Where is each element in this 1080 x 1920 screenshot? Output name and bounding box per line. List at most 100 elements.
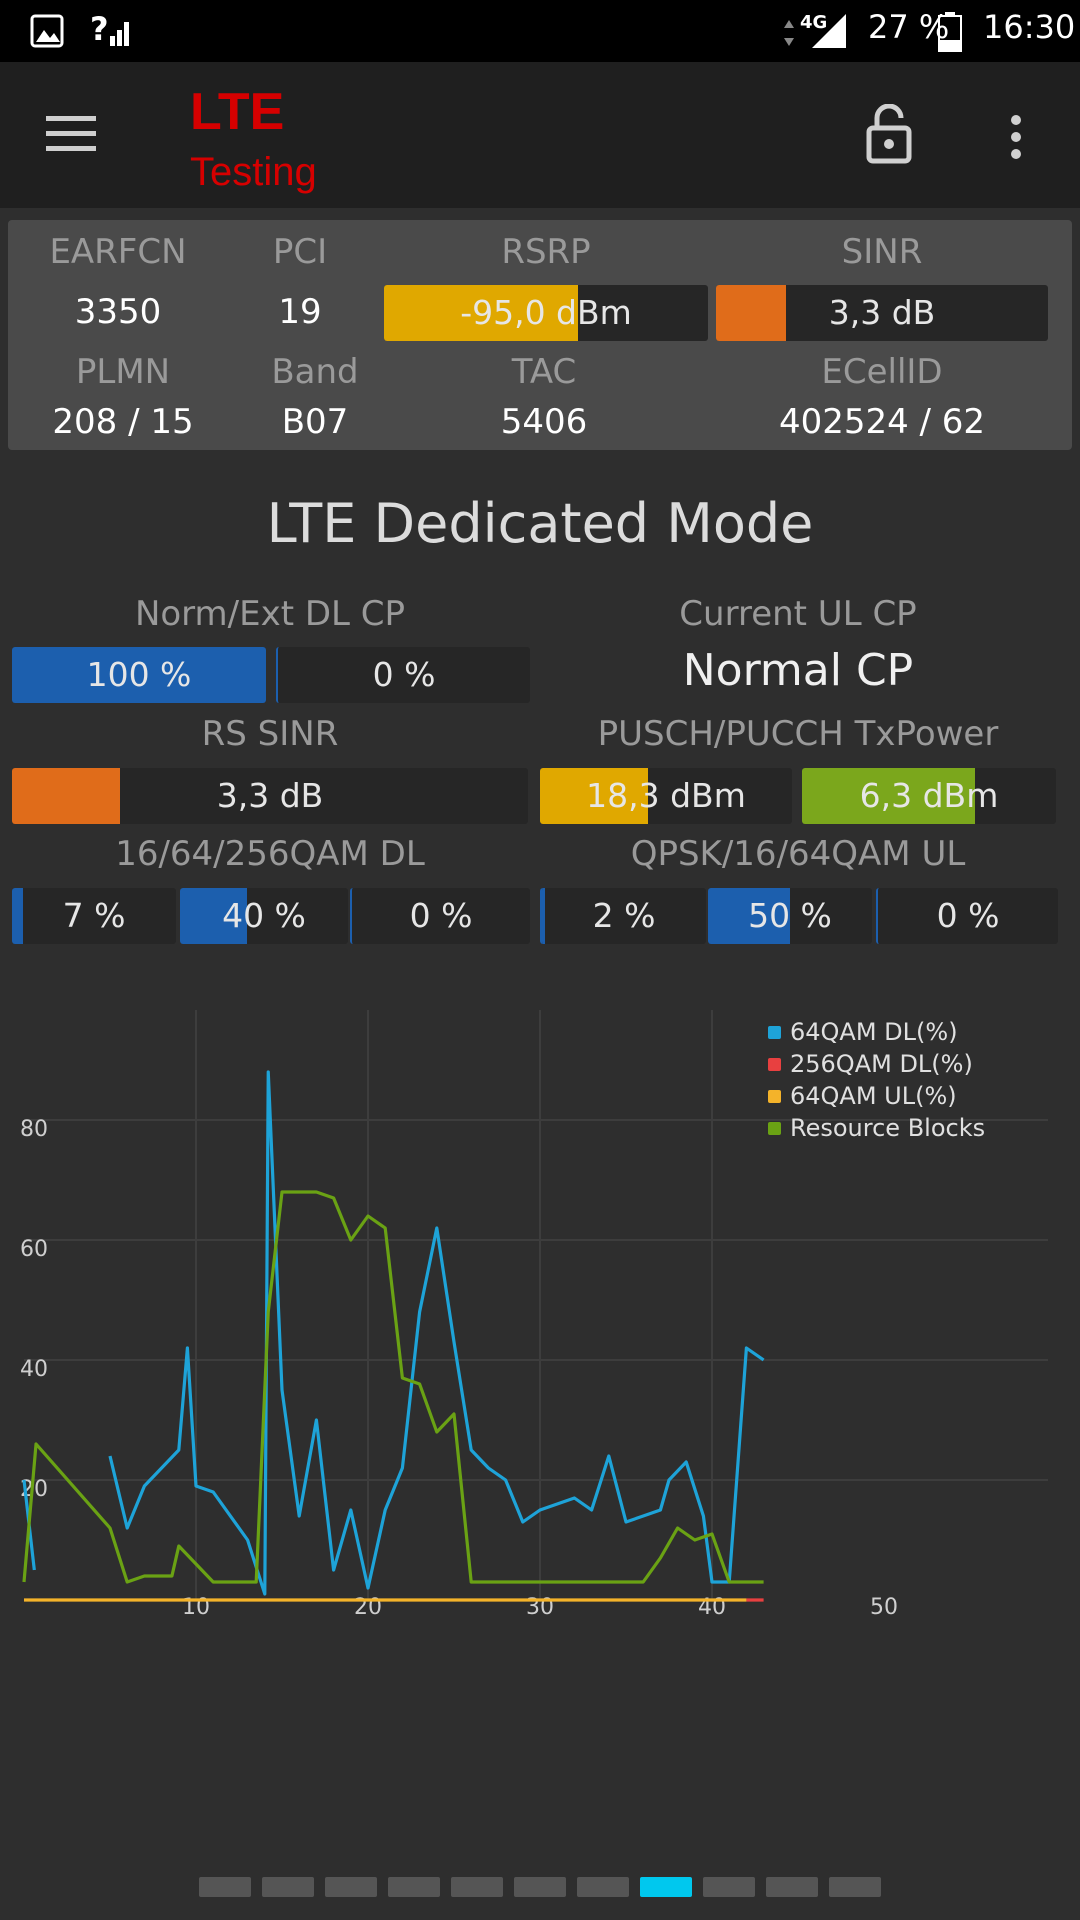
mode-title: LTE Dedicated Mode bbox=[266, 492, 814, 555]
page-dot[interactable] bbox=[514, 1877, 566, 1897]
qam-dl-16-bar: 7 % bbox=[12, 888, 176, 944]
qam-ul-16-value: 50 % bbox=[748, 896, 832, 935]
rs-sinr-label: RS SINR bbox=[201, 714, 339, 754]
sinr-bar-fill bbox=[716, 285, 786, 341]
tac-label: TAC bbox=[511, 352, 577, 392]
sinr-bar: 3,3 dB bbox=[716, 285, 1048, 341]
qam-dl-256-bar: 0 % bbox=[350, 888, 530, 944]
pucch-power-fill bbox=[802, 768, 975, 824]
ecellid-value: 402524 / 62 bbox=[778, 402, 986, 442]
rsrp-bar: -95,0 dBm bbox=[384, 285, 708, 341]
x-tick-label: 50 bbox=[870, 1595, 898, 1620]
legend-swatch bbox=[768, 1090, 781, 1103]
dl-cp-extended-value: 0 % bbox=[372, 655, 436, 694]
dl-cp-extended-bar: 0 % bbox=[276, 647, 530, 703]
legend-swatch bbox=[768, 1122, 781, 1135]
legend-swatch bbox=[768, 1026, 781, 1039]
pusch-power-fill bbox=[540, 768, 649, 824]
legend-item: 64QAM DL(%) bbox=[766, 1016, 985, 1048]
page-dot[interactable] bbox=[325, 1877, 377, 1897]
dl-cp-normal-value: 100 % bbox=[86, 655, 192, 694]
ul-cp-label: Current UL CP bbox=[679, 594, 917, 634]
sinr-label: SINR bbox=[841, 232, 923, 272]
page-dot[interactable] bbox=[766, 1877, 818, 1897]
tac-value: 5406 bbox=[500, 402, 588, 442]
page-dot[interactable] bbox=[388, 1877, 440, 1897]
qam-dl-64-fill bbox=[180, 888, 248, 944]
rs-sinr-value: 3,3 dB bbox=[216, 776, 324, 815]
series-line-0 bbox=[108, 1070, 765, 1596]
page-dot-active[interactable] bbox=[640, 1877, 692, 1897]
rsrp-label: RSRP bbox=[501, 232, 591, 272]
ecellid-label: ECellID bbox=[821, 352, 943, 392]
app-title: LTE bbox=[190, 83, 285, 141]
legend-label: Resource Blocks bbox=[790, 1114, 986, 1142]
data-arrows-icon bbox=[784, 20, 794, 46]
pucch-power-value: 6,3 dBm bbox=[859, 776, 999, 815]
pusch-power-bar: 18,3 dBm bbox=[540, 768, 792, 824]
y-tick-label: 40 bbox=[20, 1357, 48, 1382]
app-subtitle: Testing bbox=[190, 150, 317, 194]
y-tick-label: 60 bbox=[20, 1237, 48, 1262]
qam-ul-64-value: 0 % bbox=[936, 896, 1000, 935]
network-type-label: 4G bbox=[800, 12, 828, 33]
legend-item: 64QAM UL(%) bbox=[766, 1080, 985, 1112]
page-dot[interactable] bbox=[199, 1877, 251, 1897]
legend-item: 256QAM DL(%) bbox=[766, 1048, 985, 1080]
sinr-value: 3,3 dB bbox=[828, 293, 936, 332]
qam-dl-64-value: 40 % bbox=[222, 896, 306, 935]
page-dot[interactable] bbox=[829, 1877, 881, 1897]
pusch-power-value: 18,3 dBm bbox=[586, 776, 746, 815]
rs-sinr-bar: 3,3 dB bbox=[12, 768, 528, 824]
legend-item: Resource Blocks bbox=[766, 1112, 985, 1144]
more-vert-icon[interactable] bbox=[1008, 114, 1024, 160]
qam-ul-64-bar: 0 % bbox=[876, 888, 1058, 944]
battery-percent: 27 % bbox=[868, 8, 950, 46]
page-dot[interactable] bbox=[451, 1877, 503, 1897]
qam-dl-label: 16/64/256QAM DL bbox=[115, 834, 425, 874]
qam-ul-label: QPSK/16/64QAM UL bbox=[630, 834, 966, 874]
series-line-3 bbox=[22, 1190, 764, 1584]
chart-legend: 64QAM DL(%) 256QAM DL(%) 64QAM UL(%) Resour… bbox=[766, 1016, 985, 1144]
tx-power-label: PUSCH/PUCCH TxPower bbox=[597, 714, 999, 754]
band-label: Band bbox=[271, 352, 359, 392]
ul-cp-value: Normal CP bbox=[682, 645, 914, 696]
dl-cp-normal-bar: 100 % bbox=[12, 647, 266, 703]
plmn-value: 208 / 15 bbox=[52, 402, 194, 442]
rsrp-value: -95,0 dBm bbox=[460, 293, 632, 332]
signal-unknown-icon: ? bbox=[90, 10, 138, 50]
earfcn-label: EARFCN bbox=[49, 232, 187, 272]
pci-value: 19 bbox=[278, 292, 322, 332]
dl-cp-label: Norm/Ext DL CP bbox=[134, 594, 406, 634]
rs-sinr-fill bbox=[12, 768, 121, 824]
qam-dl-16-value: 7 % bbox=[62, 896, 126, 935]
legend-label: 64QAM UL(%) bbox=[790, 1082, 957, 1110]
qam-dl-16-fill bbox=[12, 888, 24, 944]
page-indicator bbox=[0, 1877, 1080, 1899]
qam-ul-qpsk-value: 2 % bbox=[592, 896, 656, 935]
lock-open-icon[interactable] bbox=[866, 104, 912, 164]
qam-dl-64-bar: 40 % bbox=[180, 888, 348, 944]
qam-ul-16-bar: 50 % bbox=[708, 888, 872, 944]
page-dot[interactable] bbox=[577, 1877, 629, 1897]
rsrp-bar-fill bbox=[384, 285, 579, 341]
pci-label: PCI bbox=[272, 232, 328, 272]
clock: 16:30 bbox=[983, 8, 1076, 46]
page-dot[interactable] bbox=[703, 1877, 755, 1897]
plmn-label: PLMN bbox=[75, 352, 171, 392]
earfcn-value: 3350 bbox=[74, 292, 162, 332]
image-notification-icon bbox=[30, 14, 64, 48]
qam-dl-256-value: 0 % bbox=[409, 896, 473, 935]
battery-icon bbox=[938, 12, 962, 52]
qam-ul-qpsk-bar: 2 % bbox=[540, 888, 706, 944]
status-bar: ? 4G 27 % 16:30 bbox=[0, 0, 1080, 62]
qam-ul-qpsk-fill bbox=[542, 888, 546, 944]
legend-label: 256QAM DL(%) bbox=[790, 1050, 973, 1078]
hamburger-icon[interactable] bbox=[46, 114, 98, 154]
band-value: B07 bbox=[281, 402, 349, 442]
page-dot[interactable] bbox=[262, 1877, 314, 1897]
legend-swatch bbox=[768, 1058, 781, 1071]
legend-label: 64QAM DL(%) bbox=[790, 1018, 958, 1046]
cell-signal-icon bbox=[812, 14, 846, 48]
